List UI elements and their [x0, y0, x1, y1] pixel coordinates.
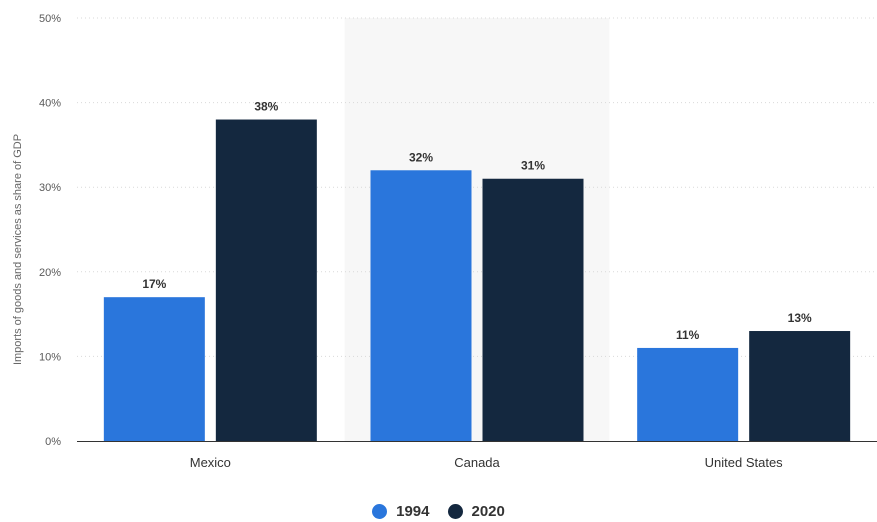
- bar-1994-mexico[interactable]: [103, 297, 205, 441]
- data-label: 32%: [409, 150, 433, 164]
- data-label: 38%: [254, 100, 278, 114]
- bar-1994-canada[interactable]: [370, 170, 472, 441]
- y-tick-label: 0%: [45, 436, 61, 448]
- bar-2020-mexico[interactable]: [215, 119, 317, 442]
- x-tick-label: Mexico: [190, 455, 231, 470]
- legend-marker-2020: [447, 504, 463, 519]
- y-axis-title: Imports of goods and services as share o…: [12, 134, 24, 365]
- data-label: 31%: [521, 159, 545, 173]
- x-tick-label: Canada: [454, 455, 500, 470]
- legend: 1994 2020: [0, 503, 877, 520]
- bar-2020-canada[interactable]: [482, 178, 584, 442]
- data-label: 11%: [676, 328, 700, 342]
- y-tick-label: 40%: [39, 98, 61, 110]
- legend-item-2020[interactable]: 2020: [447, 503, 505, 520]
- data-label: 13%: [788, 311, 812, 325]
- y-tick-label: 30%: [39, 182, 61, 194]
- bar-2020-united-states[interactable]: [749, 331, 851, 441]
- data-label: 17%: [142, 277, 166, 291]
- x-tick-label: United States: [705, 455, 784, 470]
- y-tick-label: 50%: [39, 13, 61, 25]
- y-tick-label: 10%: [39, 351, 61, 363]
- legend-label-2020: 2020: [471, 503, 505, 520]
- legend-marker-1994: [372, 504, 388, 519]
- legend-label-1994: 1994: [396, 503, 430, 520]
- legend-item-1994[interactable]: 1994: [372, 503, 430, 520]
- bar-1994-united-states[interactable]: [637, 347, 739, 441]
- y-tick-label: 20%: [39, 267, 61, 279]
